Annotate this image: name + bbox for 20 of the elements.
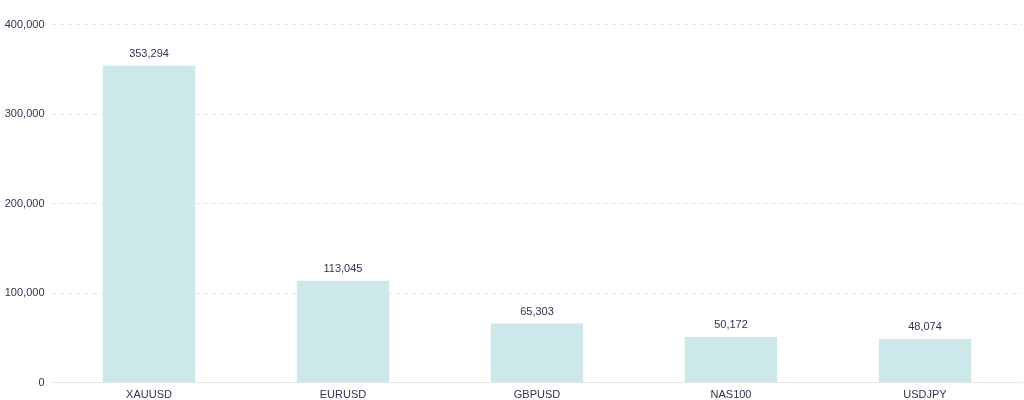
data-label: 353,294 — [129, 46, 169, 59]
bar — [684, 337, 778, 382]
bar — [490, 323, 584, 382]
y-tick-label: 200,000 — [4, 196, 45, 209]
data-label: 65,303 — [520, 304, 554, 317]
x-tick-label: EURUSD — [319, 387, 367, 400]
y-tick-label: 400,000 — [4, 17, 45, 30]
data-label: 50,172 — [714, 318, 748, 331]
y-tick-label: 100,000 — [4, 286, 45, 298]
bar — [102, 65, 196, 382]
y-tick-label: 300,000 — [4, 107, 45, 119]
data-label: 48,074 — [908, 319, 942, 332]
data-label: 113,045 — [323, 261, 363, 274]
x-tick-label: USDJPY — [903, 387, 948, 400]
bar — [878, 338, 972, 382]
y-tick-label: 0 — [38, 375, 45, 388]
x-tick-label: GBPUSD — [513, 387, 561, 400]
x-tick-label: XAUUSD — [126, 387, 172, 400]
bar — [296, 280, 390, 382]
x-tick-label: NAS100 — [710, 387, 752, 400]
